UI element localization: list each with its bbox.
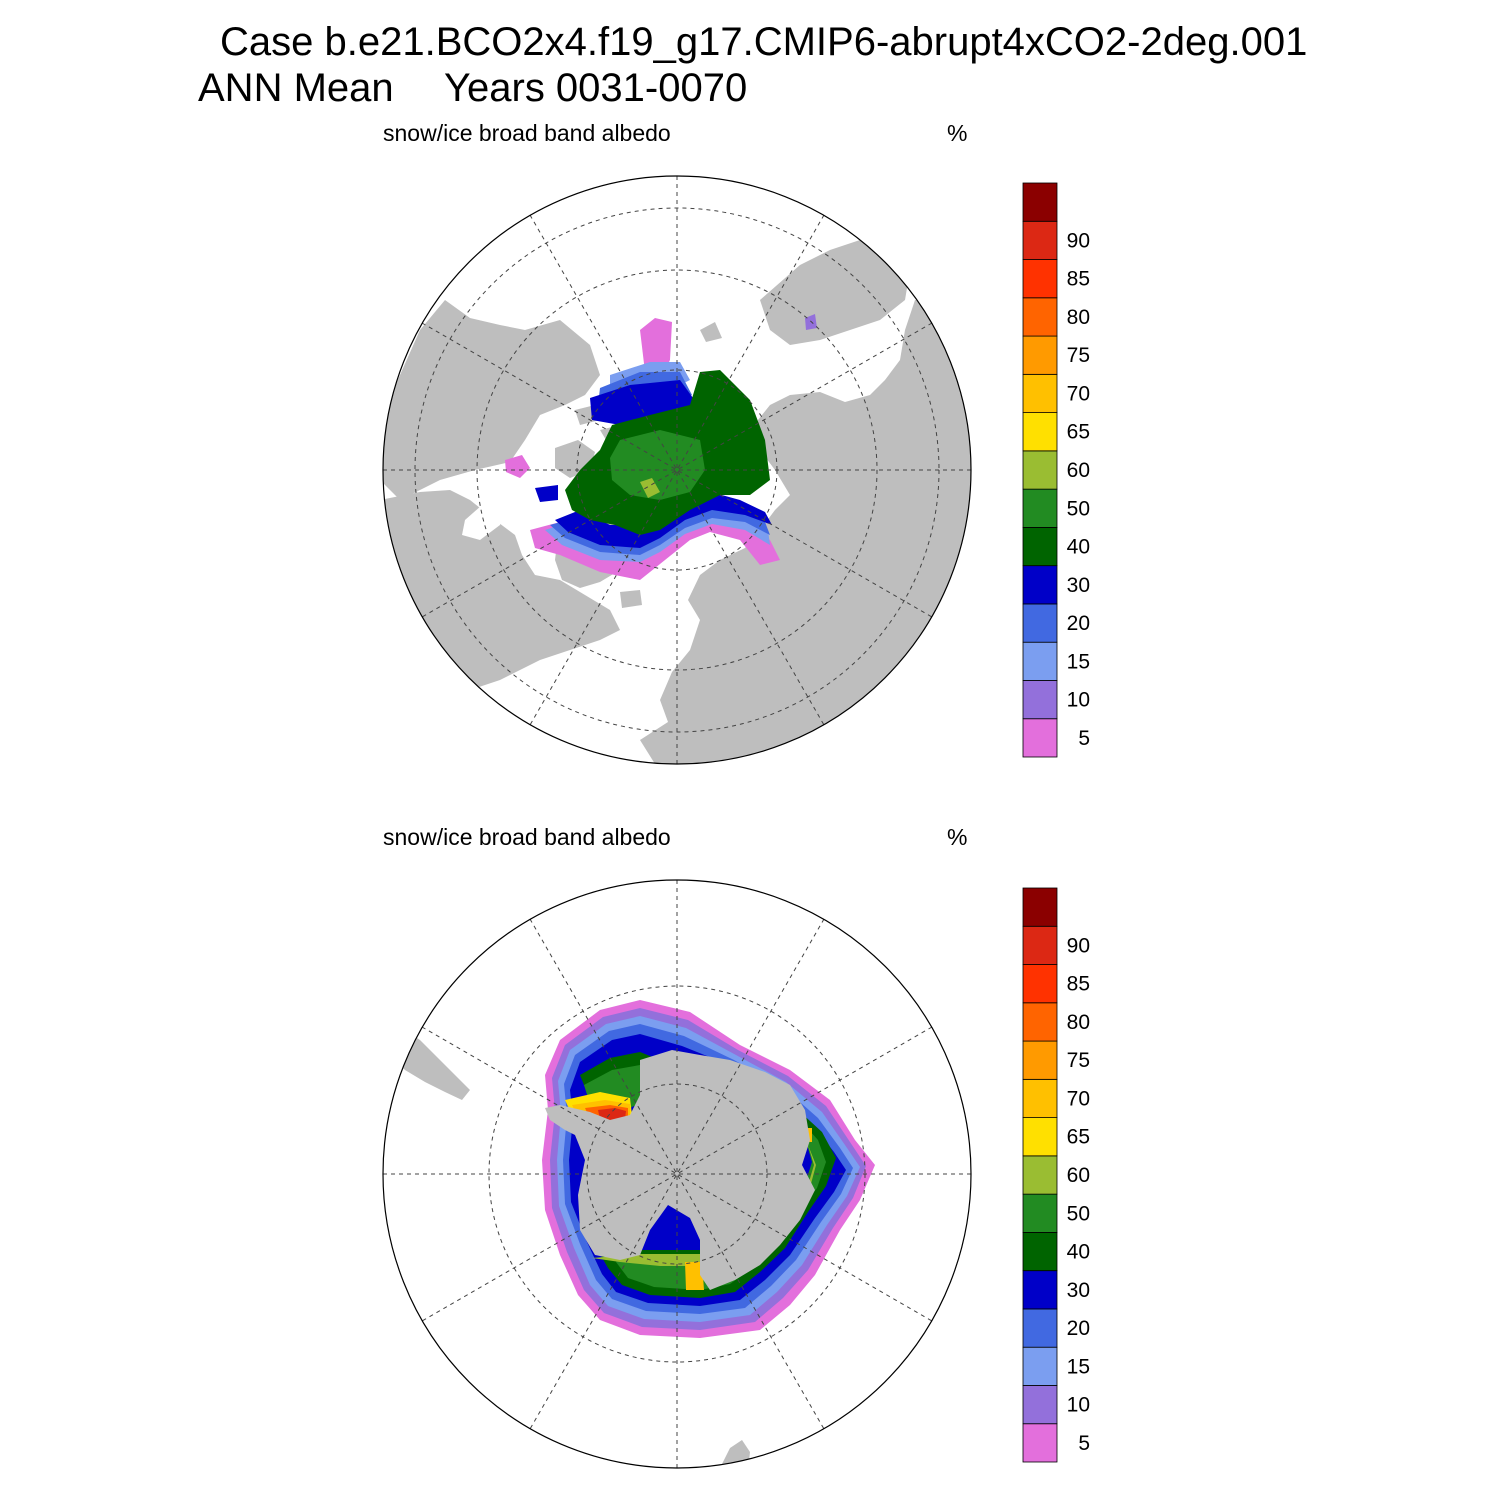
north-colorbar-label: 30 — [1067, 574, 1090, 597]
south-colorbar-box — [1022, 1270, 1058, 1310]
south-polar-map — [382, 879, 972, 1469]
north-colorbar-box — [1022, 259, 1058, 299]
south-colorbar-label: 50 — [1067, 1202, 1090, 1225]
south-colorbar-box — [1022, 1193, 1058, 1233]
north-colorbar-label: 75 — [1067, 344, 1090, 367]
north-map-border — [382, 175, 972, 765]
north-colorbar-box — [1022, 565, 1058, 605]
south-colorbar-box — [1022, 1423, 1058, 1463]
south-colorbar-label: 85 — [1067, 973, 1090, 996]
north-colorbar-box — [1022, 373, 1058, 414]
south-colorbar-box — [1022, 1385, 1058, 1425]
south-map-border — [382, 879, 972, 1469]
south-colorbar-label: 60 — [1067, 1164, 1090, 1187]
years-label: Years 0031-0070 — [444, 66, 748, 110]
south-colorbar-box — [1022, 925, 1058, 965]
eurasia-landmass — [640, 300, 971, 764]
south-america-landmass — [383, 1000, 470, 1100]
north-polar-map — [382, 175, 972, 765]
south-colorbar-box — [1022, 1040, 1058, 1080]
north-colorbar-box — [1022, 603, 1058, 643]
south-variable-label: snow/ice broad band albedo — [383, 824, 671, 850]
antarctica-landmass — [545, 1050, 815, 1290]
north-colorbar-label: 20 — [1067, 612, 1090, 635]
north-colorbar-box — [1022, 335, 1058, 375]
south-colorbar-label: 65 — [1067, 1126, 1090, 1149]
south-colorbar-label: 20 — [1067, 1317, 1090, 1340]
south-units-label: % — [947, 824, 968, 850]
north-variable-label: snow/ice broad band albedo — [383, 120, 671, 146]
north-colorbar-label: 60 — [1067, 459, 1090, 482]
north-colorbar-label: 90 — [1067, 229, 1090, 252]
north-colorbar-box — [1022, 718, 1058, 758]
ice-band-50 — [610, 430, 705, 500]
ice-band-30 — [535, 380, 772, 548]
south-colorbar-box — [1022, 1308, 1058, 1348]
north-colorbar-label: 15 — [1067, 650, 1090, 673]
south-colorbar-box — [1022, 1117, 1058, 1157]
south-colorbar-label: 75 — [1067, 1049, 1090, 1072]
north-colorbar-label: 80 — [1067, 306, 1090, 329]
siberia-east-landmass — [760, 240, 910, 345]
north-colorbar-box — [1022, 641, 1058, 681]
south-colorbar-label: 40 — [1067, 1241, 1090, 1264]
south-colorbar-label: 5 — [1078, 1432, 1090, 1455]
south-colorbar-label: 70 — [1067, 1087, 1090, 1110]
north-colorbar-label: 85 — [1067, 268, 1090, 291]
ice-band-5 — [505, 318, 780, 580]
north-units-label: % — [947, 120, 968, 146]
south-colorbar-box — [1022, 1155, 1058, 1195]
south-colorbar-label: 10 — [1067, 1394, 1090, 1417]
north-colorbar-box — [1022, 680, 1058, 720]
north-colorbar: 5 10 15 20 30 40 50 60 65 70 75 80 85 90 — [1022, 182, 1090, 758]
south-colorbar: 5 10 15 20 30 40 50 60 65 70 75 80 85 90 — [1022, 887, 1090, 1463]
north-colorbar-label: 50 — [1067, 497, 1090, 520]
south-colorbar-box — [1022, 1002, 1058, 1042]
ice-ross-60 — [685, 1128, 812, 1290]
north-graticule — [383, 176, 971, 764]
north-colorbar-box — [1022, 488, 1058, 528]
south-colorbar-box — [1022, 1232, 1058, 1272]
south-colorbar-box — [1022, 964, 1058, 1004]
north-colorbar-box — [1022, 412, 1058, 452]
north-colorbar-box — [1022, 182, 1058, 222]
north-colorbar-box — [1022, 220, 1058, 260]
north-colorbar-label: 40 — [1067, 536, 1090, 559]
case-title: Case b.e21.BCO2x4.f19_g17.CMIP6-abrupt4x… — [220, 20, 1308, 64]
north-colorbar-label: 5 — [1078, 727, 1090, 750]
north-colorbar-label: 70 — [1067, 382, 1090, 405]
ice-band-60 — [640, 478, 660, 498]
south-graticule — [383, 880, 971, 1468]
season-label: ANN Mean — [198, 66, 394, 110]
ice-ring-50 — [584, 1065, 826, 1290]
south-colorbar-label: 80 — [1067, 1011, 1090, 1034]
north-colorbar-box — [1022, 450, 1058, 490]
south-colorbar-box — [1022, 1346, 1058, 1386]
south-colorbar-label: 90 — [1067, 934, 1090, 957]
north-colorbar-box — [1022, 527, 1058, 567]
north-colorbar-box — [1022, 297, 1058, 337]
south-colorbar-label: 30 — [1067, 1279, 1090, 1302]
north-colorbar-label: 10 — [1067, 689, 1090, 712]
canadian-archipelago — [555, 405, 628, 478]
south-colorbar-box — [1022, 887, 1058, 927]
south-colorbar-label: 15 — [1067, 1355, 1090, 1378]
south-colorbar-box — [1022, 1078, 1058, 1119]
north-colorbar-label: 65 — [1067, 421, 1090, 444]
